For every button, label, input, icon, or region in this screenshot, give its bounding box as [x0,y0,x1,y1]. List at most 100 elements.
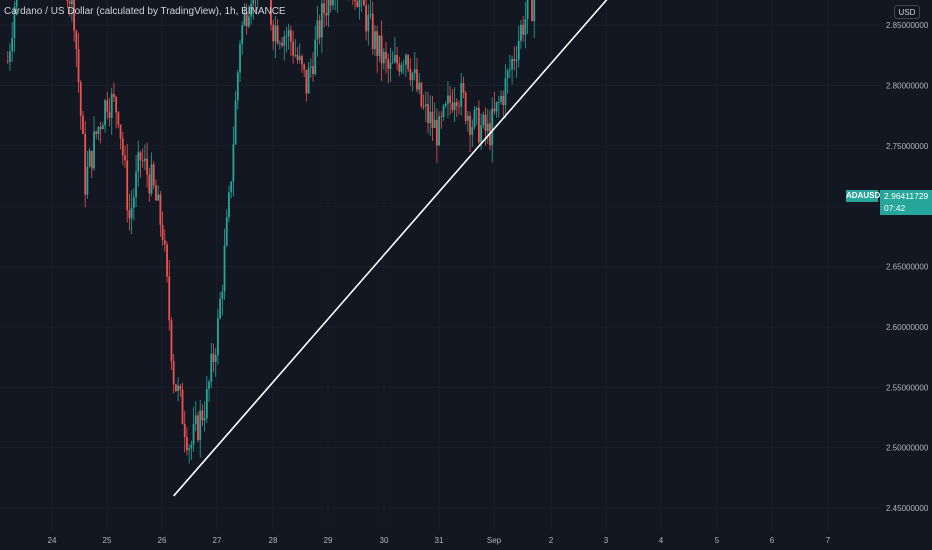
channel-lower-line [173,0,608,497]
candle-body [159,194,162,225]
candle-body [466,115,469,121]
candle-body [223,245,226,292]
candle-body [376,31,379,56]
candle-body [230,181,233,193]
candle-body [371,13,374,50]
time-tick-label: 26 [158,536,167,545]
candle-body [217,318,219,356]
candle-body [458,105,460,107]
candle-body [287,30,290,37]
candle-body [79,82,82,116]
candle-body [115,97,118,113]
candle-body [168,276,171,321]
time-tick-label: 24 [48,536,57,545]
candle-body [405,55,407,65]
candle-body [13,6,16,39]
candle-body [11,38,14,52]
candle-body [433,119,436,128]
candle-body [380,35,383,64]
candle-body [201,410,204,421]
candle-body [365,5,368,32]
last-price-badge: 2.96411729 07:42 [880,190,932,215]
time-tick-label: 5 [715,536,720,545]
candle-body [197,415,199,441]
candle-body [517,40,520,60]
candle-body [431,111,434,128]
candle-body [393,55,396,62]
candle-body [130,207,133,219]
last-price-value: 2.96411729 [884,191,929,201]
candle-body [493,108,496,112]
candle-body [320,3,323,38]
candle-body [274,25,277,42]
candle-body [422,106,425,108]
candle-body [444,103,447,106]
candle-body [278,42,281,44]
price-tick-label: 2.80000000 [886,82,929,91]
candle-body [221,291,224,299]
candle-body [99,127,102,130]
candle-body [356,1,359,7]
candle-body [420,82,423,107]
candle-body [243,12,246,26]
currency-button[interactable]: USD [894,5,920,19]
candle-body [289,30,292,42]
candle-body [155,185,157,201]
candle-body [82,115,84,134]
candle-body [382,51,385,64]
candle-body [460,83,463,107]
time-tick-label: 7 [826,536,831,545]
candle-body [188,448,191,451]
candle-body [101,125,104,130]
candle-body [283,36,286,46]
candle-body [482,114,485,126]
candle-body [219,298,222,319]
candle-body [513,59,516,61]
time-tick-label: 4 [659,536,664,545]
candle-body [245,12,248,27]
candle-body [170,320,173,362]
candle-body [396,55,398,64]
candle-body [86,166,89,195]
candle-body [314,39,317,75]
candle-body [241,25,244,45]
candle-body [161,224,164,241]
price-tick-label: 2.60000000 [886,323,929,332]
candle-body [469,115,471,135]
price-tick-label: 2.45000000 [886,504,929,513]
candle-body [183,423,186,438]
candle-body [194,415,197,424]
candle-body [400,65,403,72]
candle-body [190,444,193,449]
price-tick-label: 2.50000000 [886,444,929,453]
candle-body [418,82,421,90]
candle-body [329,0,332,6]
candle-body [212,353,215,362]
time-tick-label: 6 [770,536,775,545]
candle-body [270,0,272,25]
candle-body [303,64,306,70]
candle-body [497,101,500,103]
candle-body [117,112,120,125]
candle-body [95,131,98,135]
candle-body [424,104,427,107]
candle-body [471,126,474,135]
candle-body [276,25,279,44]
candle-body [307,67,310,94]
candle-body [455,102,458,106]
candle-body [234,100,237,145]
candle-body [199,410,202,441]
candle-body [325,13,328,16]
candle-body [225,217,228,246]
candle-body [148,174,151,194]
time-tick-label: 28 [269,536,278,545]
candle-body [252,0,255,4]
candle-body [429,111,432,123]
candle-body [208,381,210,389]
candle-body [367,15,370,32]
candle-body [462,83,465,93]
time-tick-label: Sep [487,536,502,545]
candle-body [301,56,303,65]
candle-body [435,119,438,146]
